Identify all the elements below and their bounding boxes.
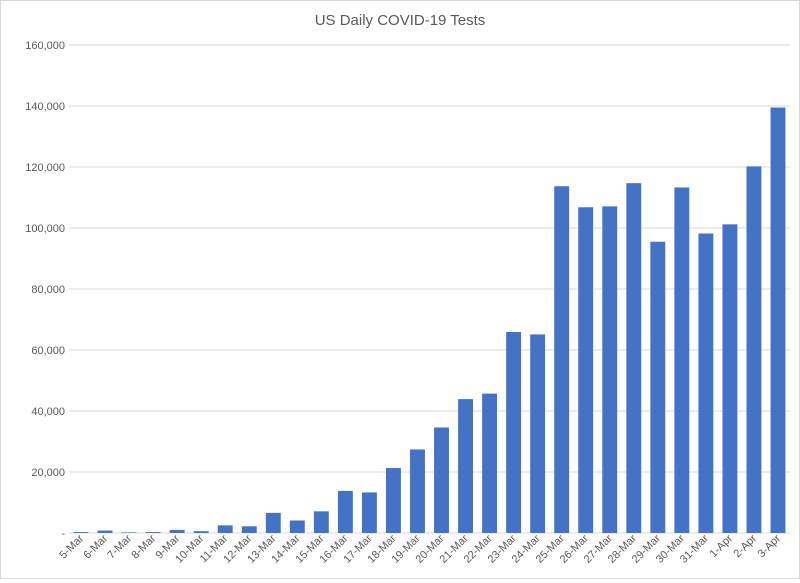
x-tick-label: 6-Mar — [81, 532, 110, 561]
bar-29-Mar — [650, 241, 666, 533]
y-tick-label: 20,000 — [31, 467, 65, 479]
x-tick-label: 8-Mar — [129, 532, 158, 561]
y-tick-label: 60,000 — [31, 345, 65, 357]
bar-24-Mar — [530, 334, 546, 533]
y-tick-label: 140,000 — [25, 101, 65, 113]
bar-30-Mar — [674, 187, 690, 533]
bar-1-Apr — [722, 224, 738, 533]
bar-2-Apr — [746, 166, 762, 533]
y-tick-label: 40,000 — [31, 406, 65, 418]
bar-17-Mar — [361, 492, 377, 533]
x-tick-label: 3-Apr — [756, 532, 784, 560]
bar-8-Mar — [145, 532, 161, 533]
bar-18-Mar — [385, 468, 401, 533]
bar-12-Mar — [241, 526, 257, 533]
x-tick-label: 1-Apr — [708, 532, 736, 560]
bar-11-Mar — [217, 525, 233, 533]
bar-27-Mar — [602, 206, 618, 533]
bar-19-Mar — [410, 449, 425, 533]
bar-6-Mar — [97, 530, 113, 533]
bar-23-Mar — [506, 332, 522, 533]
y-tick-label: 120,000 — [25, 162, 65, 174]
bar-25-Mar — [554, 186, 570, 533]
bar-31-Mar — [698, 233, 714, 534]
bar-21-Mar — [458, 399, 474, 533]
x-tick-label: 7-Mar — [105, 532, 134, 561]
bar-7-Mar — [121, 532, 137, 533]
bar-3-Apr — [770, 107, 786, 534]
x-tick-label: 2-Apr — [732, 532, 760, 560]
y-tick-label: - — [61, 528, 65, 540]
bar-16-Mar — [337, 490, 353, 533]
y-tick-label: 100,000 — [25, 223, 65, 235]
bar-28-Mar — [626, 183, 642, 534]
bar-13-Mar — [265, 512, 281, 533]
bar-20-Mar — [434, 427, 449, 533]
y-tick-label: 160,000 — [25, 40, 65, 52]
y-tick-label: 80,000 — [31, 284, 65, 296]
bar-10-Mar — [193, 531, 209, 533]
bar-15-Mar — [313, 511, 329, 533]
bar-14-Mar — [289, 520, 305, 533]
bar-9-Mar — [169, 529, 185, 533]
bar-22-Mar — [482, 393, 498, 533]
bar-5-Mar — [73, 532, 89, 533]
bar-26-Mar — [578, 207, 594, 533]
chart-title: US Daily COVID-19 Tests — [315, 12, 486, 29]
